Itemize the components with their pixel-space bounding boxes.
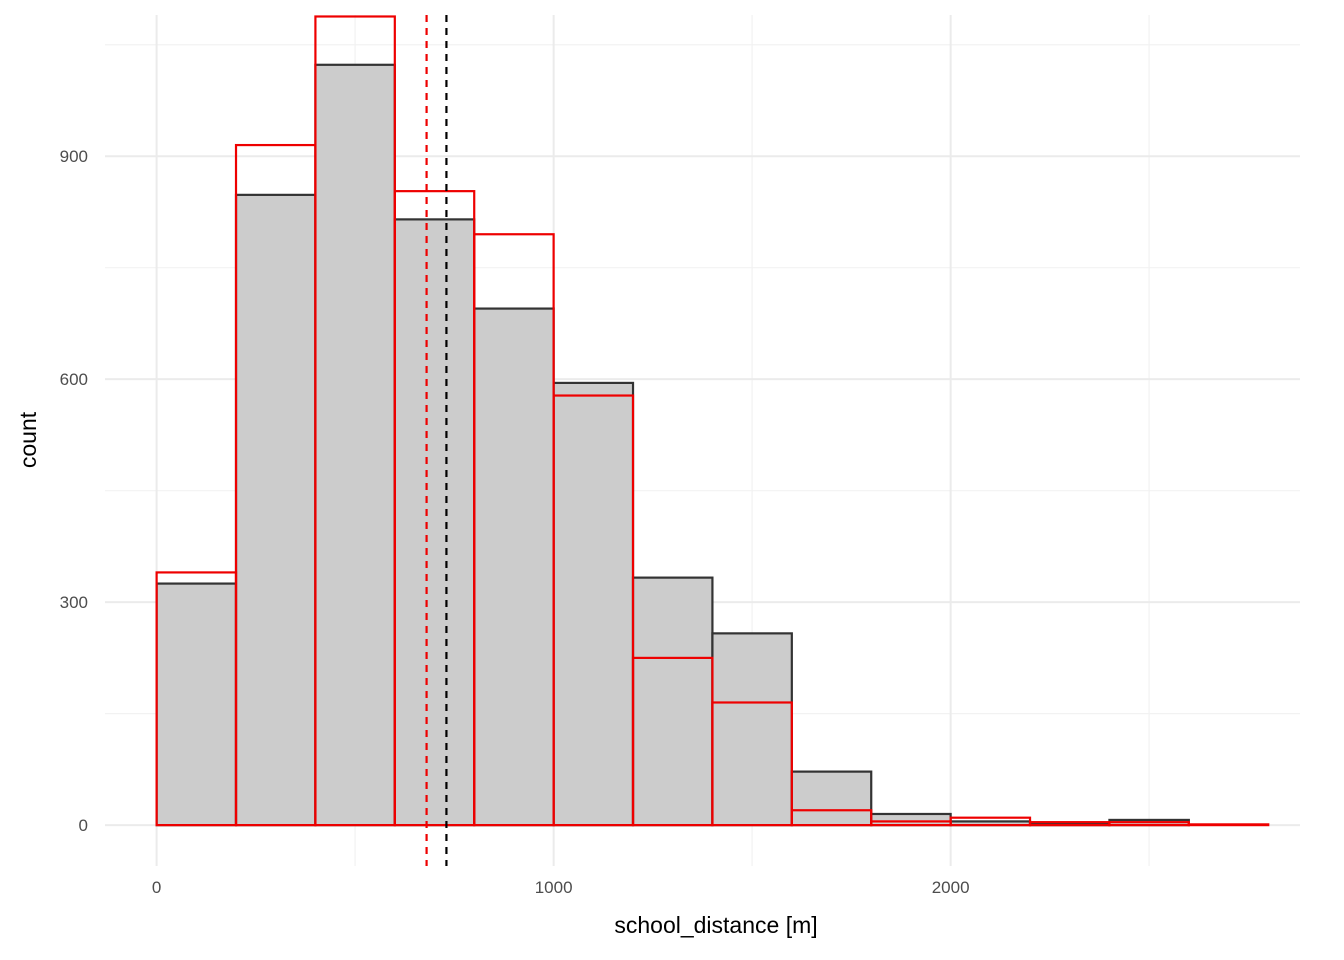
bar-series-1-bin-800 xyxy=(473,307,555,827)
bar-series-1-bin-0 xyxy=(155,582,238,827)
y-tick-label: 300 xyxy=(60,593,88,612)
bar-series-1-bin-1600 xyxy=(790,770,873,827)
series-1 xyxy=(155,63,1190,827)
bar-series-1-bin-1200 xyxy=(631,576,714,827)
x-axis-ticks: 0 1000 2000 xyxy=(152,878,970,897)
bar-series-2-bin-1600 xyxy=(790,809,873,827)
y-axis-ticks: 0 300 600 900 xyxy=(60,147,88,835)
bar-series-2-bin-2600 xyxy=(1187,823,1270,827)
bar-series-1-bin-1400 xyxy=(711,632,793,827)
x-tick-label: 2000 xyxy=(932,878,970,897)
bar-series-1-bin-600 xyxy=(393,218,476,827)
x-tick-label: 1000 xyxy=(535,878,573,897)
series-2 xyxy=(155,15,1270,827)
bar-series-2-bin-1400 xyxy=(711,701,793,827)
y-tick-label: 900 xyxy=(60,147,88,166)
bar-series-2-bin-1000 xyxy=(552,394,635,827)
histogram-bars xyxy=(155,15,1270,827)
bar-series-1-bin-400 xyxy=(314,63,396,827)
y-axis-title: count xyxy=(15,411,41,468)
y-tick-label: 0 xyxy=(79,816,88,835)
x-axis-title: school_distance [m] xyxy=(614,912,817,938)
bar-series-1-bin-1800 xyxy=(870,812,952,827)
bar-series-1-bin-1000 xyxy=(552,381,635,827)
x-tick-label: 0 xyxy=(152,878,161,897)
bar-series-1-bin-200 xyxy=(234,193,317,827)
y-tick-label: 600 xyxy=(60,370,88,389)
